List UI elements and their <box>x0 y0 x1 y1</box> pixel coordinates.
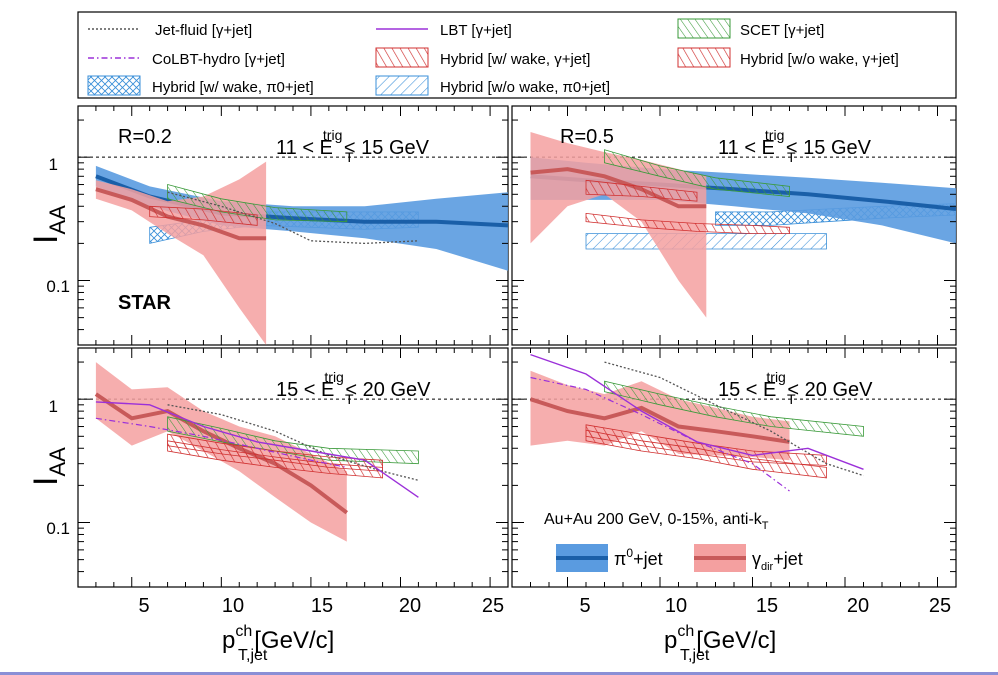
lbt-curve <box>95 401 419 498</box>
axis-ticks <box>512 106 957 346</box>
panel-data-layer <box>78 156 508 345</box>
ytick-1-top: 1 <box>49 155 58 174</box>
y-axis-label-bottom: IAA <box>27 447 70 486</box>
xtick-15-right: 15 <box>756 595 778 617</box>
legend-item-hybrid-w-gamma: Hybrid [w/ wake, γ+jet] <box>375 47 590 68</box>
xtick-20-left: 20 <box>399 595 421 617</box>
hybrid-w-wake-gamma-band <box>585 179 698 202</box>
legend-item-colbt: CoLBT-hydro [γ+jet] <box>88 51 285 68</box>
label-star: STAR <box>118 292 172 314</box>
x-axis-sub-left: T,jet <box>238 647 268 664</box>
axis-ticks <box>78 348 509 588</box>
legend-frame <box>77 11 957 99</box>
legend-swatch-hybrid-w-pi0 <box>87 75 141 96</box>
ytick-1-bottom: 1 <box>49 397 58 416</box>
gamma-jet-central-line <box>529 397 790 444</box>
xtick-25-left: 25 <box>482 595 504 617</box>
axis-ticks <box>78 106 509 346</box>
x-axis-label-left: pch[GeV/c] <box>222 623 334 654</box>
trig-label-bottom-left: 15 < Etrig < 20 GeV <box>276 369 431 401</box>
legend-item-scet: SCET [γ+jet] <box>677 18 824 39</box>
xtick-10-left: 10 <box>222 595 244 617</box>
legend-label-hybrid-w-pi0: Hybrid [w/ wake, π0+jet] <box>152 79 314 96</box>
panel-r05-trig11-15 <box>512 106 957 346</box>
ytick-01-top: 0.1 <box>46 277 70 296</box>
xtick-5-right: 5 <box>579 595 590 617</box>
label-r05: R=0.5 <box>560 126 614 148</box>
panel-r05-trig15-20 <box>512 348 957 588</box>
legend-label-scet: SCET [γ+jet] <box>740 22 824 39</box>
legend-item-hybrid-w-pi0: Hybrid [w/ wake, π0+jet] <box>87 75 314 96</box>
xtick-15-left: 15 <box>311 595 333 617</box>
xtick-20-right: 20 <box>847 595 869 617</box>
ytick-01-bottom: 0.1 <box>46 519 70 538</box>
legend-label-hybrid-wo-pi0: Hybrid [w/o wake, π0+jet] <box>440 79 610 96</box>
scet-band <box>604 380 864 437</box>
legend-swatch-hybrid-wo-pi0 <box>375 75 429 96</box>
x-axis-sub-right: T,jet <box>680 647 710 664</box>
trig-sub-bottom-right: T <box>787 391 796 407</box>
panel-r02-trig11-15 <box>78 106 509 346</box>
panel-data-layer <box>512 353 956 492</box>
jet-fluid-curve <box>167 404 419 481</box>
scet-band <box>167 183 348 223</box>
legend-label-colbt: CoLBT-hydro [γ+jet] <box>152 51 285 68</box>
bottom-accent-bar <box>0 672 998 675</box>
legend-swatch-hybrid-w-gamma <box>375 47 429 68</box>
panel-data-layer <box>78 362 508 542</box>
trig-sub-bottom-left: T <box>345 391 354 407</box>
legend-item-hybrid-wo-gamma: Hybrid [w/o wake, γ+jet] <box>677 47 899 68</box>
legend-swatch-hybrid-wo-gamma <box>677 47 731 68</box>
panel-data-layer <box>512 132 956 318</box>
trig-label-top-right: 11 < Etrig < 15 GeV <box>718 127 872 159</box>
axis-ticks <box>512 348 957 588</box>
hybrid-wo-wake-gamma-band <box>585 212 790 234</box>
legend-label-jet-fluid: Jet-fluid [γ+jet] <box>155 22 252 39</box>
gamma-jet-central-line <box>530 167 707 209</box>
colbt-hydro-curve <box>95 417 347 468</box>
pi0-label: π0+jet <box>614 546 663 569</box>
xtick-5-left: 5 <box>138 595 149 617</box>
trig-sub-top-right: T <box>787 149 796 165</box>
xtick-25-right: 25 <box>929 595 951 617</box>
legend-label-hybrid-w-gamma: Hybrid [w/ wake, γ+jet] <box>440 51 590 68</box>
panel-r02-trig15-20 <box>78 348 509 588</box>
hybrid-wo-wake-gamma-band <box>585 429 827 479</box>
y-axis-label-top: IAA <box>27 205 70 244</box>
colbt-hydro-curve <box>530 376 790 492</box>
gamma-label: γdir+jet <box>752 549 803 573</box>
legend-item-lbt: LBT [γ+jet] <box>376 22 512 39</box>
data-legend-pi0: π0+jet <box>556 544 663 572</box>
scet-band <box>167 416 419 465</box>
legend-swatch-scet <box>677 18 731 39</box>
legend-item-hybrid-wo-pi0: Hybrid [w/o wake, π0+jet] <box>375 75 610 96</box>
label-r02: R=0.2 <box>118 126 172 148</box>
hybrid-wo-wake-gamma-band <box>167 440 383 479</box>
scet-band <box>604 149 790 197</box>
trig-label-top-left: 11 < Etrig < 15 GeV <box>276 127 430 159</box>
legend-item-jet-fluid: Jet-fluid [γ+jet] <box>88 22 252 39</box>
gamma-jet-central-line <box>95 187 267 241</box>
trig-label-bottom-right: 15 < Etrig < 20 GeV <box>718 369 873 401</box>
trig-sub-top-left: T <box>345 149 354 165</box>
x-axis-label-right: pch[GeV/c] <box>664 623 776 654</box>
system-label: Au+Au 200 GeV, 0-15%, anti-kT <box>544 511 769 532</box>
legend-label-hybrid-wo-gamma: Hybrid [w/o wake, γ+jet] <box>740 51 899 68</box>
hybrid-wo-wake-gamma-band <box>149 205 258 226</box>
xtick-10-right: 10 <box>665 595 687 617</box>
data-legend-gamma: γdir+jet <box>694 544 803 573</box>
gamma-jet-band <box>530 132 707 318</box>
legend-label-lbt: LBT [γ+jet] <box>440 22 512 39</box>
